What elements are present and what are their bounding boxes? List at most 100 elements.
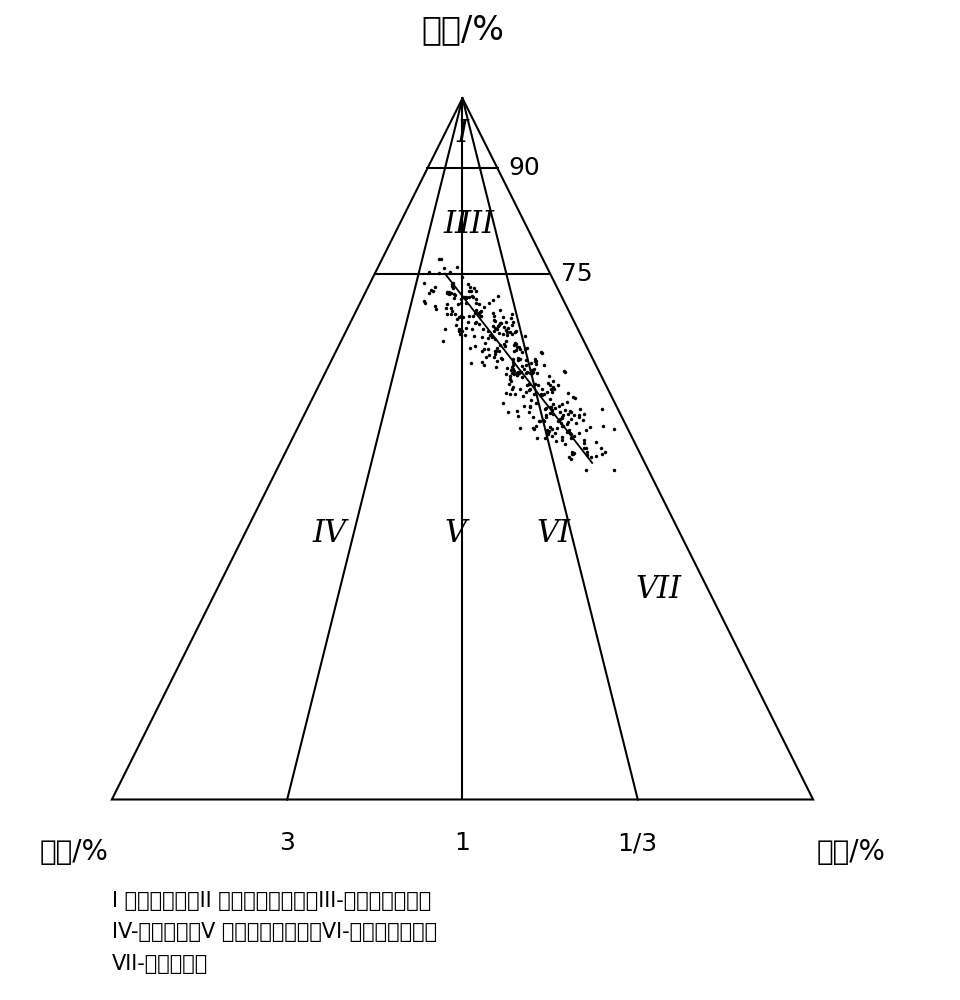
Point [521, 376, 537, 392]
Point [498, 322, 514, 338]
Point [498, 366, 514, 382]
Text: 3: 3 [279, 831, 295, 855]
Point [524, 362, 540, 378]
Point [515, 344, 530, 360]
Point [516, 361, 531, 377]
Point [576, 406, 591, 422]
Point [509, 336, 524, 352]
Point [444, 306, 459, 322]
Point [449, 311, 465, 327]
Point [525, 409, 540, 425]
Point [549, 433, 564, 449]
Point [498, 314, 514, 330]
Point [572, 401, 588, 417]
Point [491, 288, 506, 304]
Point [563, 425, 578, 441]
Point [523, 355, 539, 371]
Point [529, 418, 544, 434]
Text: II: II [444, 209, 468, 240]
Point [458, 295, 473, 311]
Point [499, 327, 515, 343]
Point [576, 432, 591, 448]
Point [433, 251, 448, 267]
Point [505, 351, 520, 367]
Point [540, 426, 556, 442]
Point [487, 320, 502, 336]
Point [455, 323, 470, 339]
Point [502, 324, 517, 340]
Point [547, 425, 563, 441]
Point [530, 377, 545, 393]
Point [447, 287, 463, 303]
Point [477, 335, 492, 351]
Point [513, 351, 528, 367]
Point [455, 309, 470, 325]
Point [503, 362, 518, 378]
Point [523, 392, 539, 408]
Point [544, 402, 560, 418]
Point [565, 428, 581, 444]
Point [453, 326, 468, 342]
Point [579, 440, 594, 456]
Point [519, 340, 535, 356]
Point [544, 428, 560, 444]
Point [537, 413, 552, 429]
Point [540, 375, 556, 391]
Point [595, 418, 611, 434]
Point [444, 303, 460, 319]
Point [558, 436, 573, 452]
Point [521, 376, 537, 392]
Point [427, 279, 443, 295]
Point [439, 285, 454, 301]
Point [554, 429, 569, 445]
Point [417, 275, 432, 291]
Point [562, 422, 577, 438]
Point [521, 382, 537, 398]
Text: 75: 75 [561, 262, 592, 286]
Point [495, 326, 511, 342]
Point [512, 365, 527, 381]
Point [564, 404, 579, 420]
Point [461, 289, 476, 305]
Point [451, 321, 467, 337]
Point [538, 407, 553, 423]
Point [505, 314, 520, 330]
Point [503, 373, 518, 389]
Point [437, 260, 452, 276]
Point [472, 304, 488, 320]
Text: I －石英砂岩；II －长石石英砂岩；III-岩屑石英砂岩；: I －石英砂岩；II －长石石英砂岩；III-岩屑石英砂岩； [112, 891, 431, 911]
Point [578, 462, 593, 478]
Point [485, 305, 500, 321]
Point [505, 361, 520, 377]
Point [440, 306, 455, 322]
Point [557, 364, 572, 380]
Point [488, 346, 503, 362]
Point [543, 399, 559, 415]
Point [504, 326, 519, 342]
Point [491, 325, 506, 341]
Point [517, 341, 533, 357]
Point [559, 416, 574, 432]
Point [527, 353, 542, 369]
Point [444, 285, 459, 301]
Point [518, 357, 534, 373]
Point [544, 421, 560, 437]
Point [522, 399, 538, 415]
Point [493, 350, 509, 366]
Point [536, 386, 551, 402]
Point [513, 364, 528, 380]
Point [588, 434, 604, 450]
Point [507, 343, 522, 359]
Point [564, 411, 579, 427]
Point [594, 446, 610, 462]
Point [502, 371, 517, 387]
Point [535, 345, 550, 361]
Point [535, 387, 550, 403]
Point [510, 367, 525, 383]
Text: 石英/%: 石英/% [421, 13, 504, 46]
Point [506, 337, 521, 353]
Point [528, 353, 543, 369]
Point [476, 341, 492, 357]
Point [584, 449, 599, 465]
Point [561, 414, 576, 430]
